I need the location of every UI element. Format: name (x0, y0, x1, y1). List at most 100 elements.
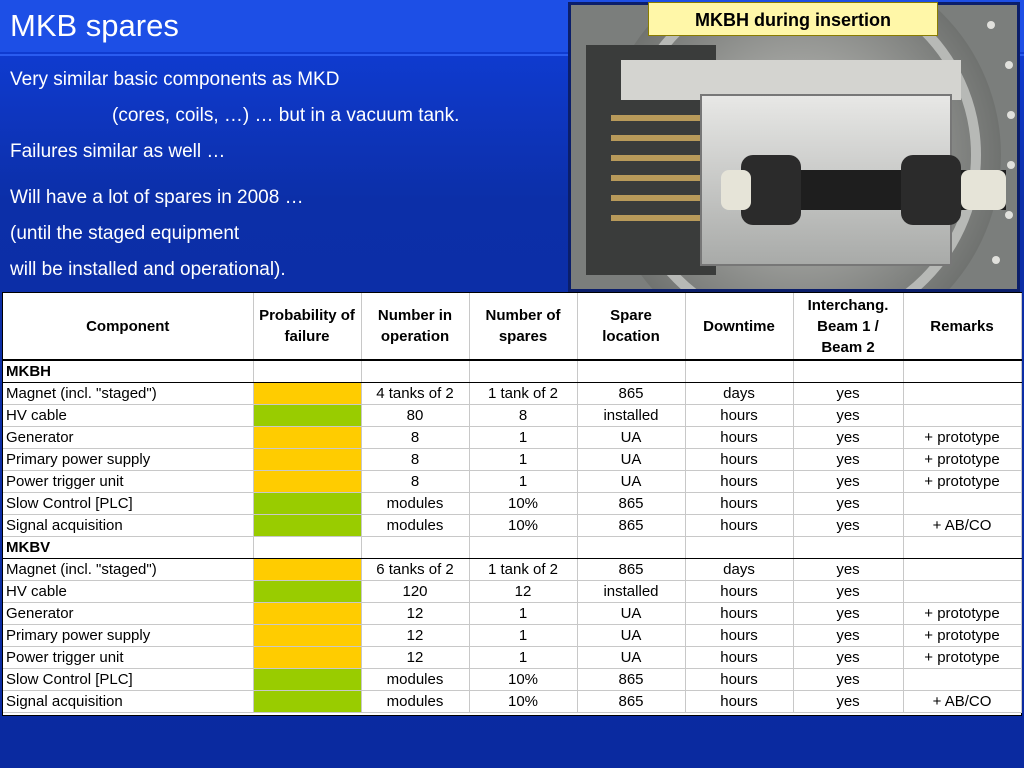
downtime-cell: hours (685, 492, 794, 515)
number-in-operation-cell: 80 (361, 404, 470, 427)
downtime-cell: hours (685, 404, 794, 427)
number-in-operation-cell: 8 (361, 426, 470, 449)
number-in-operation-cell: 12 (361, 602, 470, 625)
number-of-spares-cell: 1 (469, 646, 578, 669)
title-divider (0, 54, 1024, 56)
bullet-line: Very similar basic components as MKD (10, 69, 340, 90)
spare-location-cell: UA (577, 426, 686, 449)
empty-cell (685, 359, 794, 383)
interchangeable-cell: yes (793, 646, 904, 669)
table-row: Slow Control [PLC] modules 10% 865 hours yes (3, 668, 1022, 691)
probability-cell (253, 514, 362, 537)
empty-cell (469, 359, 578, 383)
component-cell: Signal acquisition (3, 514, 254, 537)
probability-cell (253, 558, 362, 581)
downtime-cell: hours (685, 426, 794, 449)
number-of-spares-cell: 1 tank of 2 (469, 382, 578, 405)
spare-location-cell: UA (577, 646, 686, 669)
component-cell: Slow Control [PLC] (3, 492, 254, 515)
number-in-operation-cell: 8 (361, 470, 470, 493)
table-row: Primary power supply 12 1 UA hours yes + proto… (3, 624, 1022, 647)
remarks-cell: + prototype (903, 646, 1022, 669)
empty-cell (903, 359, 1022, 383)
probability-cell (253, 492, 362, 515)
number-of-spares-cell: 10% (469, 514, 578, 537)
spare-location-cell: 865 (577, 514, 686, 537)
number-in-operation-cell: 120 (361, 580, 470, 603)
number-in-operation-cell: 12 (361, 646, 470, 669)
downtime-cell: hours (685, 668, 794, 691)
probability-cell (253, 448, 362, 471)
table-row: Primary power supply 8 1 UA hours yes + protot… (3, 448, 1022, 471)
spares-table: Component Probability of failure Number … (3, 293, 1022, 713)
interchangeable-cell: yes (793, 426, 904, 449)
downtime-cell: hours (685, 624, 794, 647)
spare-location-cell: UA (577, 448, 686, 471)
empty-cell (253, 359, 362, 383)
number-of-spares-cell: 1 (469, 602, 578, 625)
interchangeable-cell: yes (793, 624, 904, 647)
magnet-photo-image (571, 5, 1017, 289)
empty-cell (793, 536, 904, 559)
probability-cell (253, 470, 362, 493)
interchangeable-cell: yes (793, 514, 904, 537)
downtime-cell: hours (685, 646, 794, 669)
interchangeable-cell: yes (793, 448, 904, 471)
empty-cell (577, 536, 686, 559)
downtime-cell: days (685, 558, 794, 581)
number-of-spares-cell: 1 (469, 448, 578, 471)
spare-location-cell: installed (577, 404, 686, 427)
number-of-spares-cell: 1 tank of 2 (469, 558, 578, 581)
interchangeable-cell: yes (793, 580, 904, 603)
component-cell: Magnet (incl. "staged") (3, 558, 254, 581)
component-cell: Primary power supply (3, 624, 254, 647)
remarks-cell: + AB/CO (903, 690, 1022, 713)
bullet-line: Failures similar as well … (10, 141, 226, 162)
probability-cell (253, 404, 362, 427)
probability-cell (253, 426, 362, 449)
table-row: Power trigger unit 8 1 UA hours yes + prototyp… (3, 470, 1022, 493)
header-component: Component (3, 293, 254, 361)
remarks-cell: + prototype (903, 624, 1022, 647)
spare-location-cell: 865 (577, 558, 686, 581)
probability-cell (253, 580, 362, 603)
downtime-cell: hours (685, 470, 794, 493)
table-row: Signal acquisition modules 10% 865 hours yes +… (3, 514, 1022, 537)
component-cell: Power trigger unit (3, 470, 254, 493)
header-probability: Probability of failure (253, 293, 362, 361)
component-cell: HV cable (3, 580, 254, 603)
downtime-cell: hours (685, 580, 794, 603)
title-bar: MKB spares (0, 0, 570, 54)
downtime-cell: hours (685, 514, 794, 537)
interchangeable-cell: yes (793, 558, 904, 581)
number-of-spares-cell: 10% (469, 492, 578, 515)
mkbh-photo (568, 2, 1020, 292)
group-row: MKBH (3, 359, 1022, 383)
component-cell: Generator (3, 426, 254, 449)
spare-location-cell: installed (577, 580, 686, 603)
probability-cell (253, 624, 362, 647)
number-of-spares-cell: 1 (469, 470, 578, 493)
number-in-operation-cell: modules (361, 492, 470, 515)
remarks-cell (903, 558, 1022, 581)
empty-cell (361, 359, 470, 383)
header-interchangeable: Interchang. Beam 1 / Beam 2 (793, 293, 904, 361)
number-in-operation-cell: modules (361, 690, 470, 713)
remarks-cell (903, 404, 1022, 427)
header-number-in-operation: Number in operation (361, 293, 470, 361)
group-label: MKBH (3, 359, 254, 383)
bullet-line: (cores, coils, …) … but in a vacuum tank… (112, 105, 460, 126)
table-header-row: Component Probability of failure Number … (3, 293, 1022, 361)
empty-cell (903, 536, 1022, 559)
remarks-cell: + AB/CO (903, 514, 1022, 537)
bullet-line: (until the staged equipment (10, 223, 240, 244)
interchangeable-cell: yes (793, 690, 904, 713)
component-cell: Slow Control [PLC] (3, 668, 254, 691)
component-cell: Generator (3, 602, 254, 625)
table-row: Power trigger unit 12 1 UA hours yes + prototy… (3, 646, 1022, 669)
number-of-spares-cell: 10% (469, 668, 578, 691)
empty-cell (469, 536, 578, 559)
